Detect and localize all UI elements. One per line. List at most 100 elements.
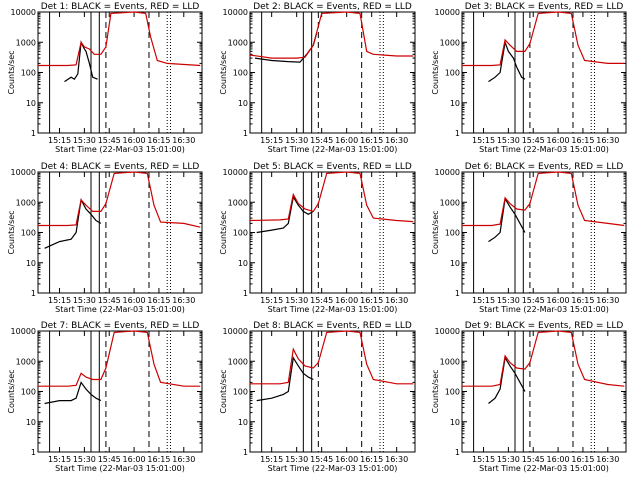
y-tick-label: 1000 bbox=[228, 38, 248, 47]
panel-title: Det 6: BLACK = Events, RED = LLD bbox=[465, 162, 624, 172]
y-tick-label: 100 bbox=[445, 229, 460, 238]
x-axis-label: Start Time (22-Mar-03 15:01:00) bbox=[479, 305, 609, 314]
x-tick-label: 16:00 bbox=[335, 136, 358, 145]
x-tick-label: 16:30 bbox=[596, 455, 619, 464]
x-tick-label: 15:45 bbox=[522, 455, 545, 464]
y-tick-label: 1000 bbox=[16, 198, 36, 207]
panel-title: Det 2: BLACK = Events, RED = LLD bbox=[253, 2, 412, 12]
plot-frame bbox=[461, 330, 627, 453]
y-tick-label: 10000 bbox=[435, 8, 460, 17]
x-tick-label: 16:15 bbox=[571, 455, 594, 464]
y-tick-label: 10000 bbox=[435, 168, 460, 177]
y-tick-label: 1 bbox=[455, 129, 460, 138]
y-tick-label: 1 bbox=[31, 448, 36, 457]
y-tick-label: 10 bbox=[238, 418, 248, 427]
x-tick-label: 15:15 bbox=[260, 296, 283, 305]
x-tick-label: 15:30 bbox=[285, 296, 308, 305]
y-tick-label: 10000 bbox=[223, 327, 248, 336]
x-tick-label: 15:30 bbox=[497, 296, 520, 305]
panel-title: Det 1: BLACK = Events, RED = LLD bbox=[41, 2, 200, 12]
x-tick-label: 15:15 bbox=[48, 136, 71, 145]
x-tick-label: 15:15 bbox=[472, 455, 495, 464]
y-tick-label: 1000 bbox=[228, 198, 248, 207]
plot-frame bbox=[37, 11, 203, 134]
x-tick-label: 16:30 bbox=[385, 136, 408, 145]
y-axis-label: Counts/sec bbox=[219, 369, 228, 413]
x-tick-label: 15:30 bbox=[285, 455, 308, 464]
x-tick-label: 16:00 bbox=[547, 296, 570, 305]
y-tick-label: 100 bbox=[233, 229, 248, 238]
y-tick-label: 1000 bbox=[16, 38, 36, 47]
lld-rate-line bbox=[250, 330, 414, 385]
panel-title: Det 8: BLACK = Events, RED = LLD bbox=[253, 321, 412, 331]
detector-panel-8: Det 8: BLACK = Events, RED = LLD 1 10 100 10… bbox=[219, 321, 416, 473]
events-rate-line bbox=[44, 198, 102, 249]
x-tick-label: 16:30 bbox=[596, 296, 619, 305]
plot-frame bbox=[37, 171, 203, 294]
x-tick-label: 15:15 bbox=[48, 455, 71, 464]
plot-frame bbox=[461, 171, 627, 294]
y-axis-label: Counts/sec bbox=[7, 210, 16, 254]
y-tick-label: 1 bbox=[243, 448, 248, 457]
x-tick-label: 15:15 bbox=[472, 136, 495, 145]
plot-frame bbox=[249, 11, 416, 134]
y-tick-label: 10 bbox=[450, 259, 460, 268]
lld-rate-line bbox=[249, 11, 414, 59]
x-tick-label: 16:00 bbox=[123, 296, 146, 305]
detector-panel-9: Det 9: BLACK = Events, RED = LLD 1 10 100 10… bbox=[431, 321, 627, 473]
y-tick-label: 10000 bbox=[435, 327, 460, 336]
detector-panel-7: Det 7: BLACK = Events, RED = LLD 1 10 100 10… bbox=[7, 321, 203, 473]
events-rate-line bbox=[488, 39, 526, 83]
y-tick-label: 10 bbox=[26, 99, 36, 108]
detector-panel-1: Det 1: BLACK = Events, RED = LLD 1 10 100 10… bbox=[7, 2, 203, 154]
y-tick-label: 100 bbox=[445, 69, 460, 78]
x-tick-label: 16:15 bbox=[147, 455, 170, 464]
x-tick-label: 15:30 bbox=[73, 296, 96, 305]
detector-panel-2: Det 2: BLACK = Events, RED = LLD 1 10 100 10… bbox=[219, 2, 416, 154]
y-tick-label: 1 bbox=[243, 129, 248, 138]
y-tick-label: 100 bbox=[21, 229, 36, 238]
x-tick-label: 15:15 bbox=[48, 296, 71, 305]
x-tick-label: 15:30 bbox=[73, 455, 96, 464]
x-tick-label: 15:45 bbox=[310, 455, 333, 464]
x-tick-label: 16:30 bbox=[385, 455, 408, 464]
x-tick-label: 16:15 bbox=[360, 455, 383, 464]
y-tick-label: 10 bbox=[26, 259, 36, 268]
x-tick-label: 15:45 bbox=[98, 136, 121, 145]
x-tick-label: 15:45 bbox=[98, 296, 121, 305]
x-tick-label: 15:45 bbox=[310, 136, 333, 145]
y-tick-label: 10000 bbox=[11, 8, 36, 17]
y-tick-label: 10 bbox=[450, 418, 460, 427]
x-axis-label: Start Time (22-Mar-03 15:01:00) bbox=[268, 305, 398, 314]
y-tick-label: 1 bbox=[31, 129, 36, 138]
plot-frame bbox=[249, 171, 416, 294]
x-tick-label: 16:15 bbox=[360, 136, 383, 145]
y-tick-label: 1000 bbox=[440, 198, 460, 207]
y-tick-label: 1 bbox=[31, 289, 36, 298]
y-tick-label: 100 bbox=[21, 69, 36, 78]
y-axis-label: Counts/sec bbox=[431, 50, 440, 94]
lld-rate-line bbox=[249, 171, 414, 223]
y-axis-label: Counts/sec bbox=[431, 369, 440, 413]
y-tick-label: 10000 bbox=[223, 8, 248, 17]
x-tick-label: 16:30 bbox=[385, 296, 408, 305]
x-tick-label: 16:00 bbox=[547, 455, 570, 464]
x-tick-label: 16:30 bbox=[172, 136, 195, 145]
x-axis-label: Start Time (22-Mar-03 15:01:00) bbox=[268, 464, 398, 473]
detector-panel-6: Det 6: BLACK = Events, RED = LLD 1 10 100 10… bbox=[431, 162, 627, 314]
x-tick-label: 16:30 bbox=[596, 136, 619, 145]
y-tick-label: 10 bbox=[26, 418, 36, 427]
y-tick-label: 1 bbox=[455, 289, 460, 298]
events-rate-line bbox=[256, 356, 314, 402]
y-tick-label: 1 bbox=[243, 289, 248, 298]
y-tick-label: 10 bbox=[238, 99, 248, 108]
y-axis-label: Counts/sec bbox=[219, 210, 228, 254]
events-rate-line bbox=[488, 197, 526, 243]
y-axis-label: Counts/sec bbox=[431, 210, 440, 254]
y-tick-label: 10000 bbox=[11, 168, 36, 177]
x-tick-label: 15:30 bbox=[497, 136, 520, 145]
detector-panel-3: Det 3: BLACK = Events, RED = LLD 1 10 100 10… bbox=[431, 2, 627, 154]
x-tick-label: 16:15 bbox=[571, 136, 594, 145]
y-tick-label: 1000 bbox=[16, 357, 36, 366]
x-tick-label: 16:30 bbox=[172, 455, 195, 464]
